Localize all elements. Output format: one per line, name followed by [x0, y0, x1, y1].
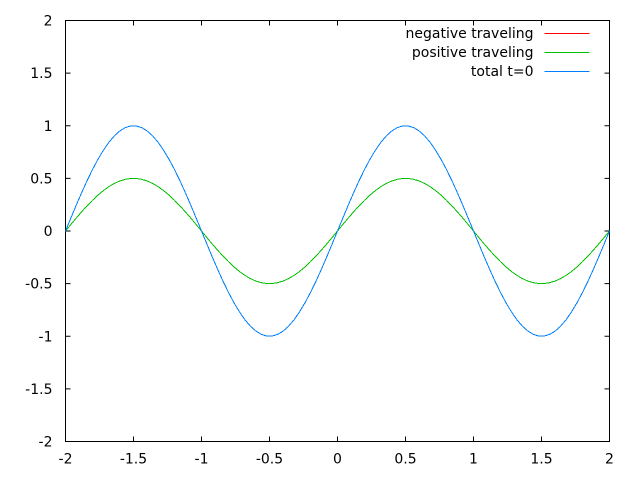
y-tick-label: -0.5 — [25, 277, 52, 293]
x-tick-label: 2 — [605, 452, 614, 468]
x-tick-label: -2 — [59, 452, 73, 468]
x-tick-label: 0 — [333, 452, 342, 468]
y-tick-label: 0.5 — [30, 171, 52, 187]
y-tick-label: 1 — [44, 119, 53, 135]
y-tick-label: 1.5 — [30, 66, 52, 82]
legend-label: negative traveling — [406, 26, 534, 42]
x-tick-label: 1.5 — [530, 452, 552, 468]
x-tick-label: -0.5 — [256, 452, 283, 468]
x-tick-label: 0.5 — [394, 452, 416, 468]
y-tick-label: -1.5 — [25, 382, 52, 398]
legend-label: positive traveling — [412, 45, 534, 61]
y-tick-label: -1 — [39, 329, 53, 345]
legend-label: total t=0 — [471, 64, 534, 80]
x-tick-label: 1 — [469, 452, 478, 468]
series-line-2 — [65, 125, 610, 337]
x-tick-label: -1.5 — [120, 452, 147, 468]
y-tick-label: 2 — [44, 14, 53, 30]
y-tick-label: -2 — [39, 435, 53, 451]
y-tick-label: 0 — [44, 224, 53, 240]
x-tick-label: -1 — [195, 452, 209, 468]
